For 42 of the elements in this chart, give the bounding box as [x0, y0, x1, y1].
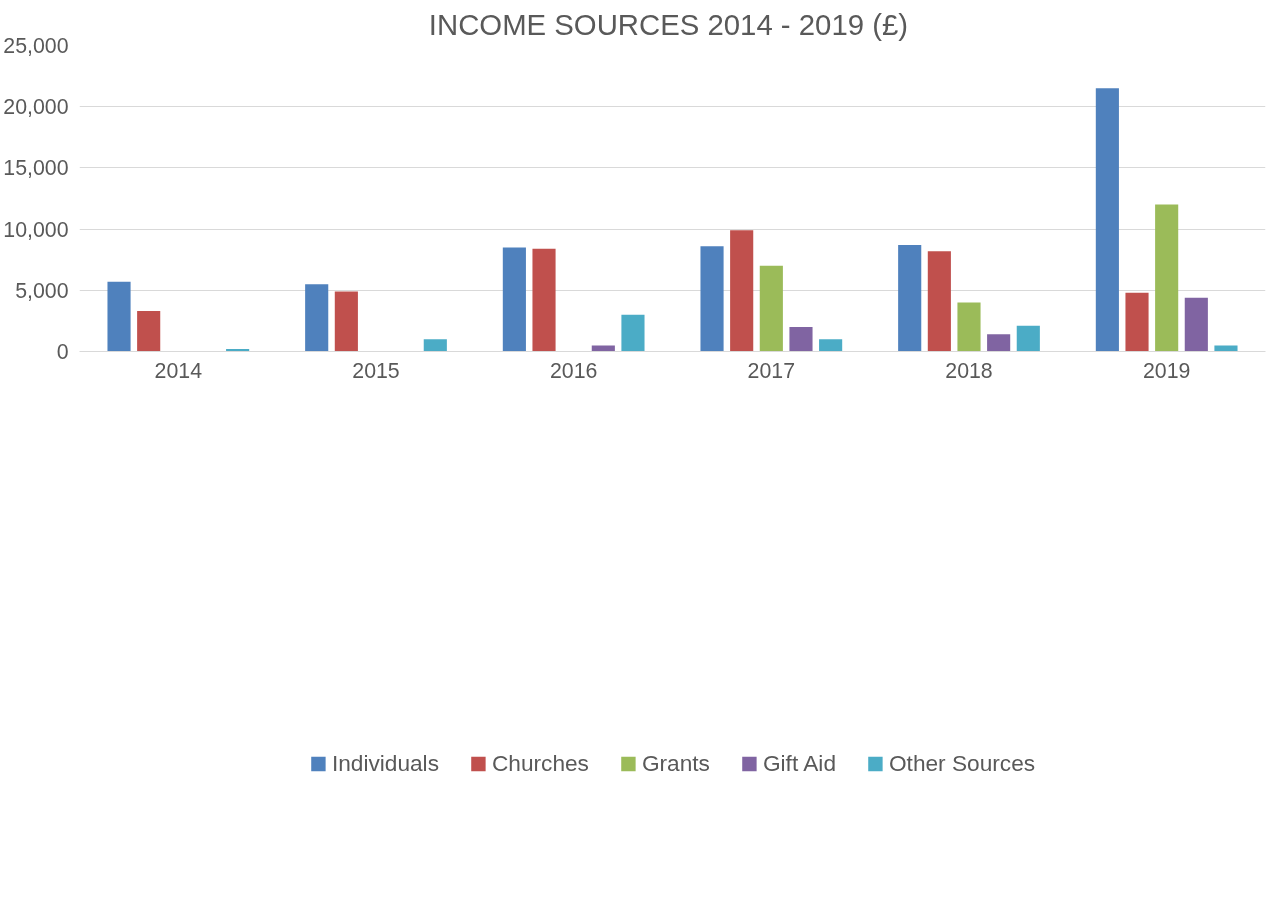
y-tick-label: 5,000 [15, 278, 69, 303]
legend-label: Individuals [331, 749, 439, 777]
legend-label: Gift Aid [762, 749, 836, 777]
bar [957, 302, 981, 352]
bar [898, 245, 922, 352]
bar [927, 251, 951, 352]
x-tick-label: 2015 [352, 358, 400, 383]
bar [1184, 297, 1208, 352]
y-tick-label: 25,000 [3, 34, 69, 58]
chart-title: INCOME SOURCES 2014 - 2019 (£) [428, 7, 909, 41]
bar [305, 284, 329, 352]
bar [532, 248, 556, 352]
bar [107, 281, 131, 352]
legend-label: Grants [641, 749, 710, 777]
y-tick-label: 15,000 [3, 156, 69, 181]
x-tick-label: 2019 [1142, 358, 1191, 383]
y-tick-label: 10,000 [3, 217, 69, 242]
bar [591, 345, 615, 352]
bar [1155, 204, 1179, 352]
bar [423, 339, 447, 352]
bar [502, 247, 526, 352]
bar [789, 327, 813, 352]
bar [730, 230, 754, 352]
legend-label: Churches [491, 749, 589, 777]
bar [1095, 88, 1119, 352]
legend-label: Other Sources [889, 749, 1036, 777]
x-tick-label: 2017 [747, 358, 796, 383]
x-tick-label: 2018 [945, 358, 993, 383]
x-tick-label: 2014 [154, 358, 203, 383]
bar [621, 314, 645, 352]
bar [700, 246, 724, 352]
y-tick-label: 20,000 [3, 95, 69, 120]
x-tick-label: 2016 [549, 358, 598, 383]
bar [334, 291, 358, 352]
bar [987, 334, 1011, 352]
bar [819, 339, 843, 352]
y-tick-label: 0 [56, 340, 69, 364]
bar [759, 265, 783, 352]
bar [1214, 345, 1238, 352]
bar [137, 311, 161, 352]
bar [1125, 292, 1149, 352]
bar [1016, 325, 1040, 352]
